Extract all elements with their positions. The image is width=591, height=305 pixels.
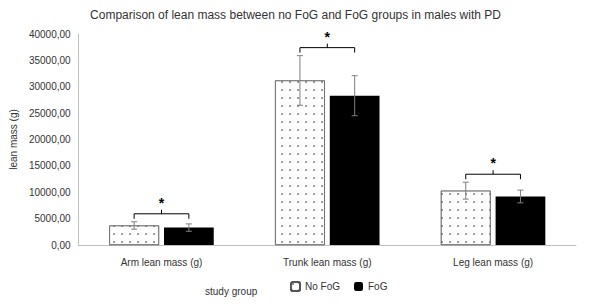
svg-text:30000,00: 30000,00 — [29, 81, 71, 92]
svg-text:0,00: 0,00 — [51, 240, 71, 251]
svg-text:Trunk lean mass (g): Trunk lean mass (g) — [283, 257, 372, 268]
svg-text:study group: study group — [205, 286, 258, 297]
svg-text:*: * — [159, 195, 165, 211]
svg-text:Arm lean mass (g): Arm lean mass (g) — [121, 257, 203, 268]
svg-text:*: * — [325, 29, 331, 45]
svg-text:35000,00: 35000,00 — [29, 55, 71, 66]
svg-text:10000,00: 10000,00 — [29, 187, 71, 198]
svg-text:40000,00: 40000,00 — [29, 29, 71, 40]
svg-text:20000,00: 20000,00 — [29, 134, 71, 145]
svg-text:Comparison of lean mass betwee: Comparison of lean mass between no FoG a… — [90, 8, 501, 22]
svg-text:5000,00: 5000,00 — [34, 213, 71, 224]
svg-text:lean mass (g): lean mass (g) — [8, 109, 19, 170]
svg-text:*: * — [490, 155, 496, 171]
svg-text:FoG: FoG — [368, 281, 388, 292]
svg-text:25000,00: 25000,00 — [29, 108, 71, 119]
svg-text:Leg lean mass (g): Leg lean mass (g) — [453, 257, 533, 268]
svg-text:15000,00: 15000,00 — [29, 160, 71, 171]
svg-text:No FoG: No FoG — [305, 281, 340, 292]
